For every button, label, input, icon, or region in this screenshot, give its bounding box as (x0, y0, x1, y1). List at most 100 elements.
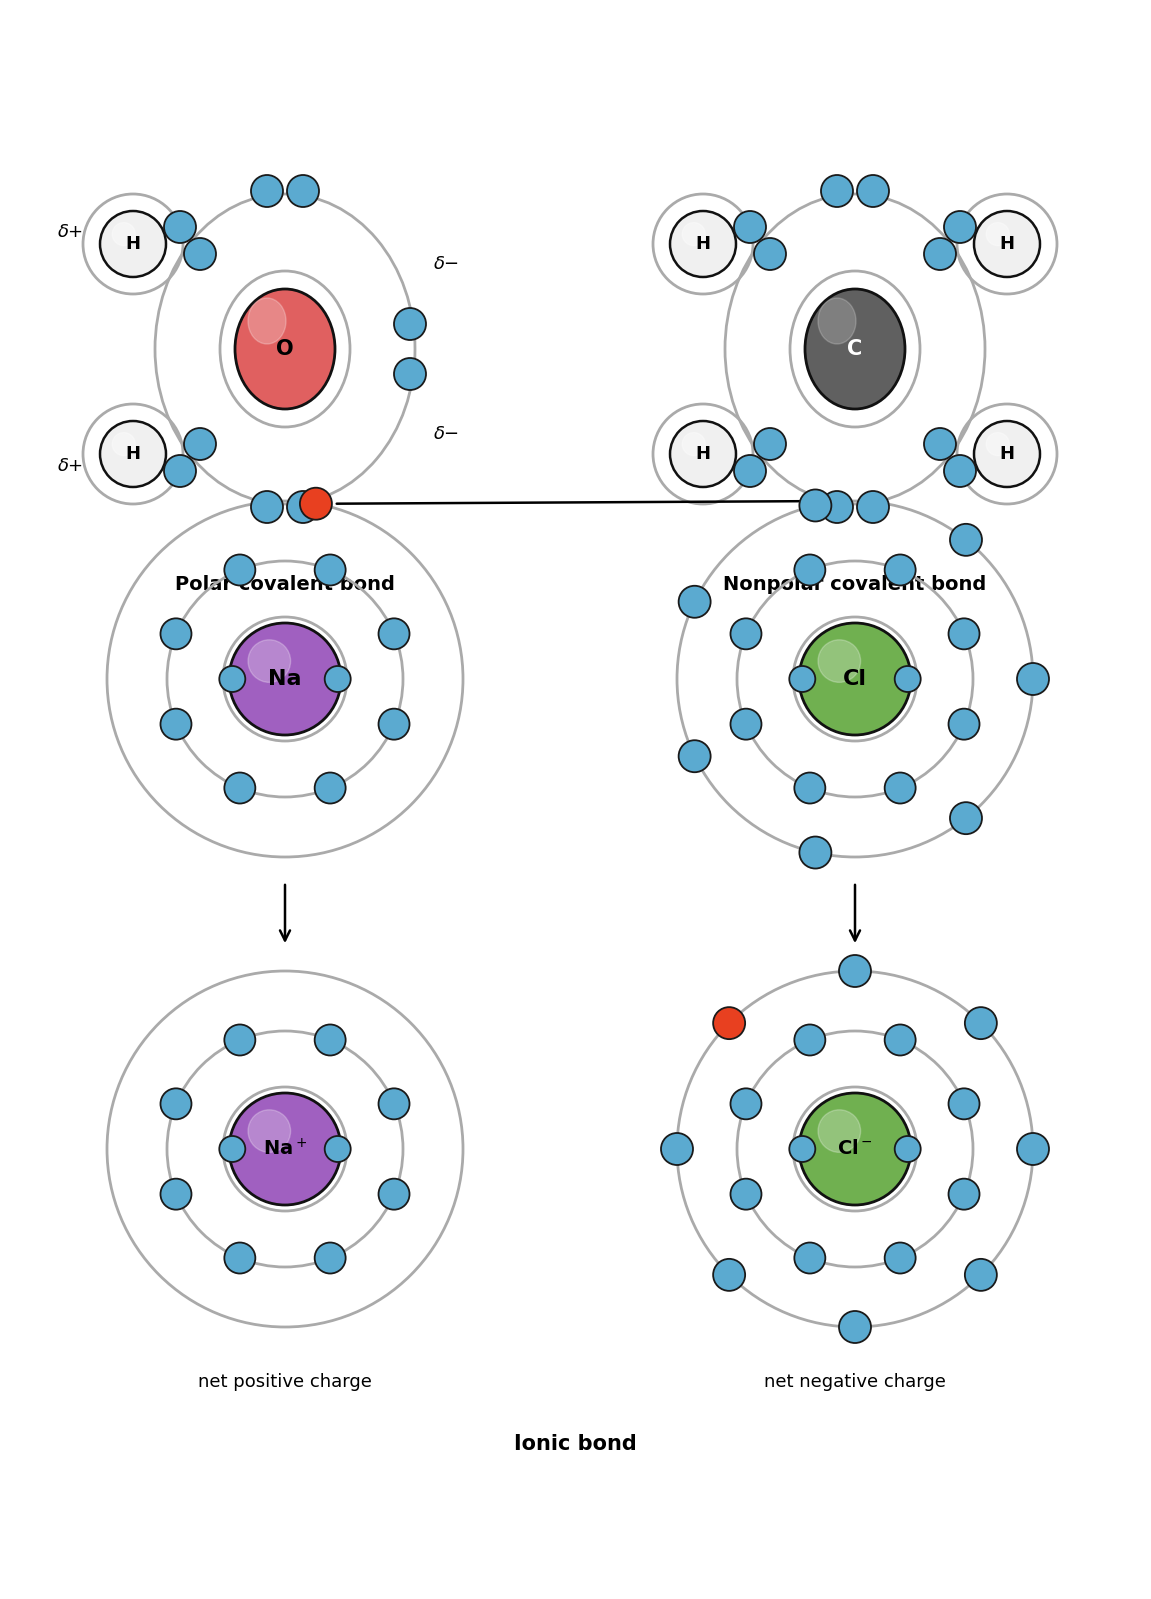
Circle shape (790, 667, 815, 692)
Text: H: H (125, 235, 140, 253)
Text: O: O (276, 339, 294, 360)
Text: H: H (999, 235, 1014, 253)
Circle shape (670, 421, 735, 488)
Circle shape (821, 491, 853, 523)
Circle shape (287, 174, 319, 206)
Circle shape (948, 708, 980, 740)
Circle shape (894, 667, 921, 692)
Circle shape (714, 1007, 745, 1039)
Text: δ+: δ+ (58, 457, 84, 475)
Circle shape (287, 491, 319, 523)
Circle shape (790, 1135, 815, 1162)
Text: δ+: δ+ (58, 222, 84, 241)
Circle shape (800, 836, 831, 868)
Circle shape (100, 421, 166, 488)
Circle shape (314, 1242, 345, 1273)
Circle shape (325, 667, 351, 692)
Circle shape (163, 456, 196, 488)
Text: H: H (695, 445, 710, 464)
Circle shape (794, 555, 825, 585)
Text: C: C (847, 339, 862, 360)
Text: δ−: δ− (434, 254, 460, 273)
Circle shape (160, 1089, 191, 1119)
Circle shape (924, 238, 956, 270)
Circle shape (734, 456, 767, 488)
Circle shape (734, 211, 767, 243)
Circle shape (379, 619, 410, 649)
Circle shape (818, 640, 861, 683)
Ellipse shape (818, 297, 856, 344)
Circle shape (163, 211, 196, 243)
Circle shape (160, 708, 191, 740)
Circle shape (857, 174, 889, 206)
Circle shape (950, 803, 982, 835)
Circle shape (394, 358, 426, 390)
Circle shape (160, 1178, 191, 1210)
Circle shape (948, 1089, 980, 1119)
Circle shape (965, 1258, 997, 1290)
Circle shape (924, 429, 956, 461)
Circle shape (754, 429, 786, 461)
Circle shape (314, 555, 345, 585)
Circle shape (965, 1007, 997, 1039)
Circle shape (224, 1242, 256, 1273)
Circle shape (799, 1094, 910, 1206)
Circle shape (948, 619, 980, 649)
Circle shape (1017, 664, 1049, 696)
Text: H: H (125, 445, 140, 464)
Circle shape (1017, 1134, 1049, 1166)
Circle shape (251, 491, 283, 523)
Circle shape (986, 222, 1009, 246)
Circle shape (754, 238, 786, 270)
Circle shape (314, 772, 345, 804)
Circle shape (112, 222, 136, 246)
Text: H: H (695, 235, 710, 253)
Circle shape (794, 772, 825, 804)
Circle shape (839, 1311, 871, 1343)
Circle shape (325, 1135, 351, 1162)
Circle shape (731, 708, 762, 740)
Circle shape (731, 1089, 762, 1119)
Circle shape (224, 772, 256, 804)
Circle shape (885, 1242, 916, 1273)
Text: Na: Na (268, 668, 302, 689)
Circle shape (379, 1178, 410, 1210)
Circle shape (112, 433, 136, 456)
Circle shape (220, 667, 245, 692)
Circle shape (794, 1025, 825, 1055)
Circle shape (794, 1242, 825, 1273)
Circle shape (986, 433, 1009, 456)
Circle shape (224, 555, 256, 585)
Circle shape (314, 1025, 345, 1055)
Circle shape (894, 1135, 921, 1162)
Text: Cl: Cl (843, 668, 867, 689)
Circle shape (950, 524, 982, 556)
Circle shape (683, 222, 706, 246)
Text: net negative charge: net negative charge (764, 1374, 946, 1391)
Circle shape (974, 211, 1041, 277)
Circle shape (661, 1134, 693, 1166)
Circle shape (300, 488, 331, 520)
Circle shape (948, 1178, 980, 1210)
Circle shape (100, 211, 166, 277)
Circle shape (714, 1258, 745, 1290)
Ellipse shape (805, 289, 905, 409)
Circle shape (679, 585, 710, 617)
Circle shape (247, 640, 290, 683)
Circle shape (379, 1089, 410, 1119)
Circle shape (731, 619, 762, 649)
Circle shape (220, 1135, 245, 1162)
Circle shape (799, 624, 910, 736)
Circle shape (679, 740, 710, 772)
Circle shape (839, 955, 871, 987)
Text: H: H (999, 445, 1014, 464)
Circle shape (821, 174, 853, 206)
Text: Na$^+$: Na$^+$ (262, 1138, 307, 1159)
Ellipse shape (235, 289, 335, 409)
Text: Nonpolar covalent bond: Nonpolar covalent bond (723, 574, 986, 593)
Circle shape (229, 1094, 341, 1206)
Circle shape (885, 772, 916, 804)
Text: Cl$^-$: Cl$^-$ (837, 1140, 872, 1159)
Circle shape (224, 1025, 256, 1055)
Circle shape (251, 174, 283, 206)
